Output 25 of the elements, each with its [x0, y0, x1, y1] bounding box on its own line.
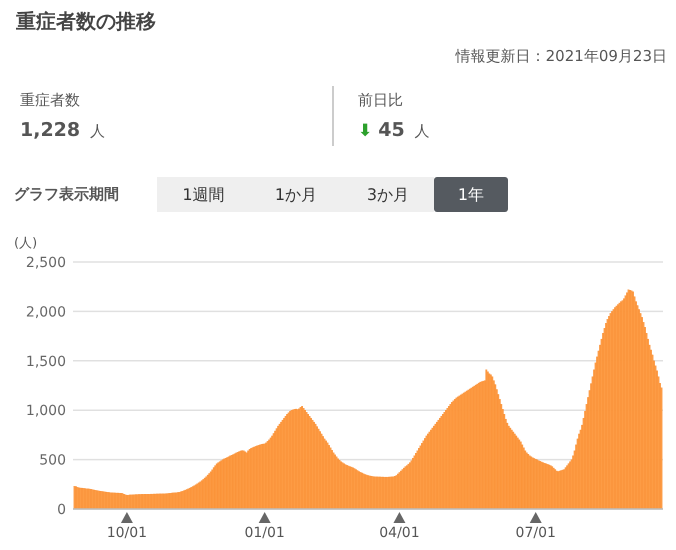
text: 45 — [378, 119, 405, 141]
text: 重症者数 — [20, 91, 80, 109]
text: 人 — [414, 122, 430, 140]
y-tick-label: 1,000 — [26, 403, 66, 420]
y-tick-label: 0 — [57, 502, 66, 518]
chart-title: 重症者数の推移 — [15, 9, 156, 33]
y-tick-label: 2,500 — [26, 255, 66, 271]
text: 人 — [90, 122, 106, 140]
chart-subtitle: 情報更新日：2021年09月23日 — [454, 47, 667, 65]
x-tick-label: 07/01 — [516, 525, 556, 541]
text: 1年 — [458, 185, 484, 204]
x-tick-label: 04/01 — [379, 525, 420, 541]
text: 1か月 — [274, 185, 318, 204]
y-tick-label: 1,500 — [26, 354, 66, 370]
x-tick-label: 10/01 — [106, 525, 148, 541]
y-axis-title: (人) — [14, 236, 38, 251]
y-tick-label: 500 — [39, 452, 66, 469]
text: ⬇ — [358, 121, 372, 141]
text: 1週間 — [182, 185, 225, 204]
text: グラフ表示期間 — [14, 185, 119, 203]
text: 1,228 — [20, 119, 80, 141]
text: 前日比 — [358, 91, 403, 109]
x-tick-label: 01/01 — [244, 525, 285, 541]
y-tick-label: 2,000 — [26, 304, 66, 320]
text: 3か月 — [366, 185, 410, 204]
